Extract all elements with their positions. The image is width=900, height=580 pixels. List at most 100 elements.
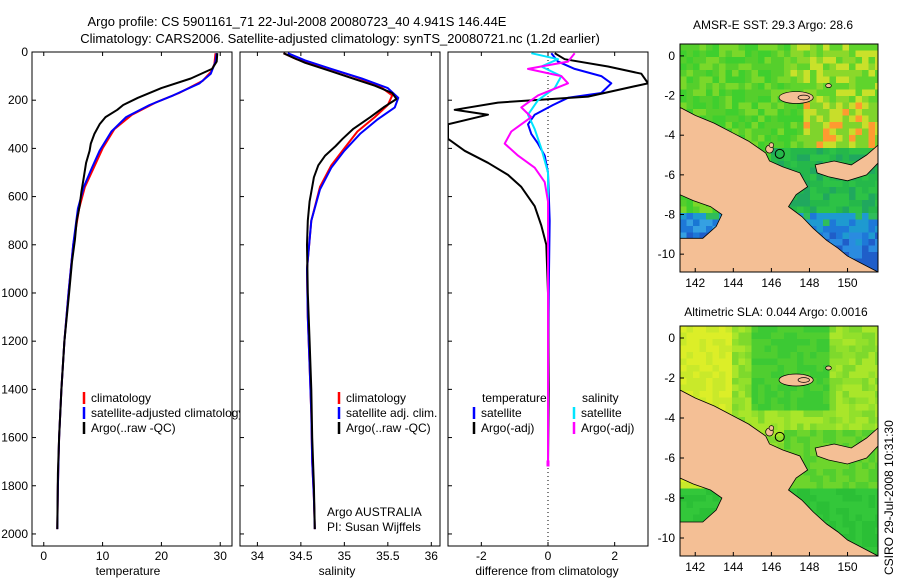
- map-cell: [849, 326, 856, 333]
- map-cell: [829, 430, 837, 437]
- map-cell: [790, 115, 798, 123]
- map-cell: [686, 488, 694, 496]
- map-cell: [855, 219, 863, 227]
- legend-label-satellite: satellite-adjusted climatology: [91, 406, 244, 420]
- map-cell: [816, 339, 824, 346]
- map-cell: [816, 109, 824, 116]
- map-cell: [849, 391, 856, 398]
- map-cell: [680, 371, 687, 379]
- map-cell: [875, 540, 878, 548]
- map-cell: [764, 96, 772, 103]
- map-cell: [875, 135, 878, 142]
- map-cell: [790, 417, 798, 424]
- map-cell: [712, 102, 720, 110]
- map-cell: [803, 384, 811, 392]
- map-cell: [719, 404, 726, 411]
- map-x-tick-label: 142: [685, 276, 705, 290]
- map-cell: [777, 371, 785, 379]
- map-cell: [829, 514, 837, 522]
- map-cell: [862, 521, 869, 528]
- map-cell: [875, 358, 878, 366]
- map-cell: [836, 154, 843, 162]
- map-cell: [732, 102, 739, 110]
- map-cell: [725, 83, 733, 90]
- map-cell: [725, 70, 733, 77]
- map-cell: [693, 391, 700, 398]
- map-cell: [868, 423, 876, 431]
- map-cell: [777, 50, 785, 58]
- map-cell: [732, 109, 739, 116]
- map-cell: [849, 245, 856, 253]
- map-cell: [875, 365, 878, 372]
- map-cell: [875, 271, 878, 272]
- map-cell: [790, 352, 798, 359]
- map-cell: [764, 50, 772, 58]
- map-cell: [842, 50, 850, 58]
- map-cell: [751, 352, 759, 359]
- map-x-tick-label: 144: [723, 276, 743, 290]
- map-cell: [855, 326, 863, 333]
- map-cell: [849, 96, 856, 103]
- map-cell: [862, 508, 869, 515]
- map-cell: [816, 462, 824, 470]
- map-cell: [764, 384, 772, 392]
- map-cell: [777, 70, 785, 77]
- map-cell: [738, 115, 746, 123]
- map-cell: [862, 358, 869, 366]
- map-cell: [712, 76, 720, 84]
- map-cell: [712, 397, 720, 405]
- map-cell: [816, 469, 824, 476]
- map-cell: [797, 410, 804, 418]
- map-cell: [816, 430, 824, 437]
- map-cell: [875, 495, 878, 502]
- map-cell: [686, 70, 694, 77]
- x-tick-label: 0: [40, 549, 47, 563]
- map-cell: [849, 501, 856, 509]
- map-cell: [803, 83, 811, 90]
- map-cell: [732, 345, 739, 353]
- map-cell: [842, 193, 850, 201]
- map-cell: [745, 102, 752, 110]
- map-cell: [868, 449, 876, 457]
- map-x-tick-label: 148: [799, 276, 819, 290]
- land-island: [825, 83, 832, 88]
- map-cell: [836, 384, 843, 392]
- map-cell: [745, 378, 752, 385]
- map-cell: [842, 239, 850, 246]
- map-cell: [803, 488, 811, 496]
- map-cell: [699, 501, 707, 509]
- map-cell: [771, 89, 778, 97]
- map-cell: [777, 141, 785, 149]
- map-cell: [764, 358, 772, 366]
- map-cell: [693, 358, 700, 366]
- map-cell: [745, 410, 752, 418]
- map-cell: [751, 404, 759, 411]
- map-cell: [842, 462, 850, 470]
- map-cell: [732, 365, 739, 372]
- map-cell: [842, 404, 850, 411]
- map-cell: [777, 404, 785, 411]
- map-cell: [803, 161, 811, 168]
- map-cell: [686, 44, 694, 51]
- map-cell: [862, 352, 869, 359]
- map-cell: [680, 63, 687, 71]
- map-cell: [810, 57, 817, 64]
- map-cell: [686, 213, 694, 220]
- map-cell: [693, 76, 700, 84]
- map-cell: [829, 365, 837, 372]
- map-cell: [862, 527, 869, 535]
- figure-title-line1: Argo profile: CS 5901161_71 22-Jul-2008 …: [88, 14, 507, 29]
- map-cell: [836, 332, 843, 340]
- map-cell: [686, 96, 694, 103]
- map-cell: [797, 128, 804, 136]
- map-cell: [829, 96, 837, 103]
- map-cell: [836, 488, 843, 496]
- map-cell: [699, 326, 707, 333]
- map-cell: [803, 397, 811, 405]
- map-cell: [855, 180, 863, 188]
- map-cell: [706, 358, 713, 366]
- map-cell: [777, 115, 785, 123]
- map-cell: [855, 70, 863, 77]
- series-line-salinity-argo-adj-: [503, 52, 576, 467]
- map-cell: [829, 219, 837, 227]
